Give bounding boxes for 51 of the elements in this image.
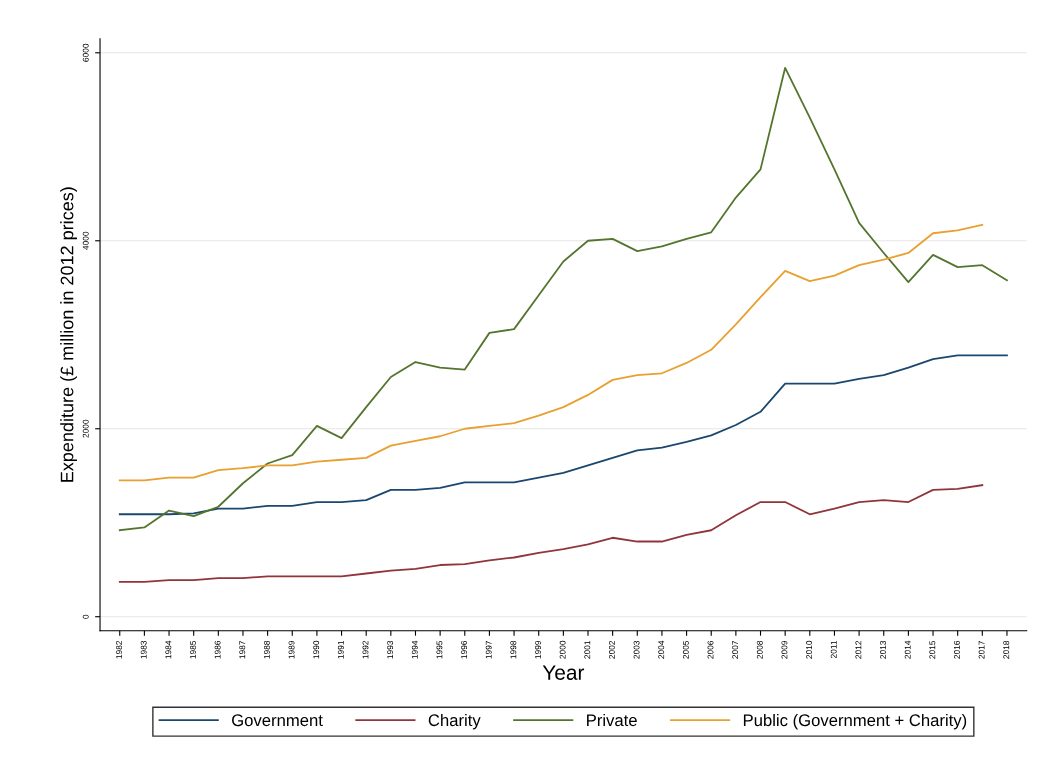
x-tick-label: 2014 (904, 640, 911, 659)
legend-label: Private (587, 713, 637, 727)
x-tick-label: 2011 (830, 640, 837, 659)
x-tick-label: 1988 (263, 640, 270, 659)
x-tick-label: 2000 (559, 640, 566, 659)
y-tick-label: 0 (82, 614, 89, 619)
x-tick-label: 2018 (1003, 640, 1010, 659)
x-tick-label: 2001 (584, 640, 591, 659)
x-tick-label: 2003 (633, 640, 640, 659)
x-tick-label: 1987 (239, 640, 246, 659)
y-tick-label: 4000 (82, 231, 89, 250)
x-tick-label: 2006 (707, 640, 714, 659)
x-tick-label: 1992 (362, 640, 369, 659)
x-tick-label: 2015 (929, 640, 936, 659)
x-axis-title: Year (542, 665, 585, 680)
x-tick-label: 2010 (806, 640, 813, 659)
x-tick-label: 2007 (732, 640, 739, 659)
x-tick-label: 2008 (756, 640, 763, 659)
x-tick-label: 2005 (682, 640, 689, 659)
line-series (118, 66, 1008, 532)
line-series (118, 354, 1008, 516)
x-tick-label: 2009 (781, 640, 788, 659)
x-tick-label: 1989 (288, 640, 295, 659)
x-tick-label: 1993 (387, 640, 394, 659)
x-tick-label: 1996 (461, 640, 468, 659)
x-tick-label: 1982 (116, 640, 122, 659)
x-tick-label: 1999 (535, 640, 541, 659)
y-tick-label: 6000 (82, 43, 89, 62)
x-tick-label: 2013 (880, 640, 886, 659)
x-tick-label: 2004 (658, 640, 665, 659)
x-tick-label: 1991 (337, 640, 344, 659)
legend-label: Public (Government + Charity) (743, 713, 967, 730)
x-tick-label: 1995 (436, 640, 443, 659)
x-tick-label: 1998 (510, 640, 517, 659)
x-tick-label: 1984 (165, 640, 172, 659)
y-axis-title: Expenditure (£ million in 2012 prices) (60, 187, 77, 482)
y-tick-label: 2000 (82, 419, 89, 438)
x-tick-label: 1990 (313, 640, 320, 659)
x-tick-label: 2017 (978, 640, 985, 659)
line-series (118, 484, 984, 583)
line-series (118, 223, 984, 482)
x-tick-label: 1985 (190, 640, 196, 659)
legend-label: Government (232, 714, 323, 727)
x-tick-label: 2016 (954, 640, 960, 659)
x-tick-label: 1994 (411, 640, 418, 659)
x-tick-label: 2002 (608, 640, 615, 659)
x-tick-label: 1997 (485, 640, 492, 659)
x-tick-label: 2012 (855, 640, 862, 659)
x-tick-label: 1986 (214, 640, 221, 659)
legend-label: Charity (428, 713, 481, 730)
x-tick-label: 1983 (140, 640, 147, 659)
